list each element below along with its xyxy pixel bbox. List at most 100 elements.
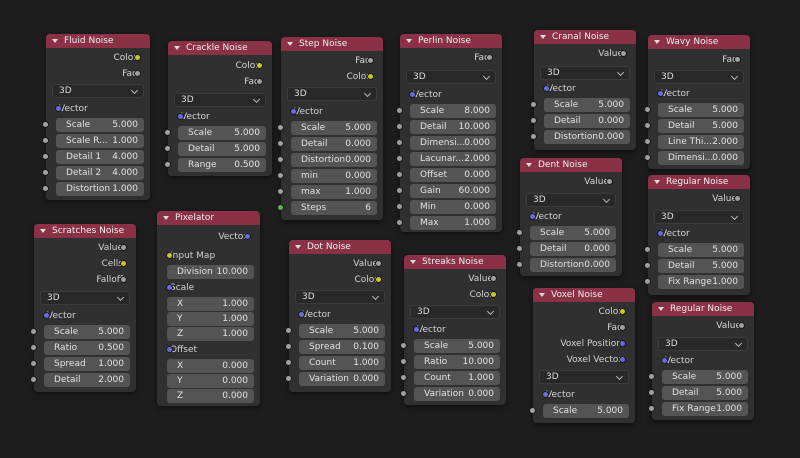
input-socket-icon[interactable] [413, 326, 420, 333]
dimension-dropdown[interactable]: 3D [52, 84, 144, 98]
input-socket-icon[interactable] [644, 106, 651, 113]
node-header[interactable]: Wavy Noise [648, 35, 750, 49]
input-socket-icon[interactable] [177, 113, 184, 120]
node-scratches-noise[interactable]: Scratches Noise Value Cells Falloff 3D V… [30, 224, 136, 392]
node-crackle-noise[interactable]: Crackle Noise Color Fac 3D Vector Scale 5… [164, 41, 272, 176]
field-detail[interactable]: Detail 5.000 [648, 386, 748, 400]
output-socket-icon[interactable] [375, 260, 382, 267]
output-socket-icon[interactable] [619, 356, 626, 363]
node-header[interactable]: Regular Noise [648, 175, 750, 189]
node-header[interactable]: Streaks Noise [404, 255, 506, 269]
field-scale[interactable]: Scale 5.000 [285, 324, 385, 338]
collapse-chevron-icon[interactable] [163, 216, 169, 220]
dimension-dropdown[interactable]: 3D [295, 290, 385, 304]
collapse-chevron-icon[interactable] [287, 42, 293, 46]
node-pixelator[interactable]: Pixelator Vector Input Map Division 10.00… [157, 211, 260, 406]
input-socket-icon[interactable] [166, 252, 173, 259]
input-socket-icon[interactable] [661, 357, 668, 364]
input-socket-icon[interactable] [30, 360, 37, 367]
collapse-chevron-icon[interactable] [539, 293, 545, 297]
input-socket-icon[interactable] [516, 229, 523, 236]
field-scale[interactable]: Scale 5.000 [648, 370, 748, 384]
output-socket-icon[interactable] [256, 78, 263, 85]
input-socket-icon[interactable] [644, 154, 651, 161]
input-socket-icon[interactable] [529, 407, 536, 414]
field-dimension[interactable]: Dimensi... 0.000 [396, 136, 496, 150]
node-fluid-noise[interactable]: Fluid Noise Color Fac 3D Vector Scale 5.0… [42, 34, 150, 200]
input-socket-icon[interactable] [396, 155, 403, 162]
collapse-chevron-icon[interactable] [40, 229, 46, 233]
field-scale-r[interactable]: Scale R... 1.000 [42, 134, 144, 148]
input-socket-icon[interactable] [530, 117, 537, 124]
node-dot-noise[interactable]: Dot Noise Value Color 3D Vector Scale 5.0… [285, 240, 391, 392]
output-socket-icon[interactable] [606, 178, 613, 185]
field-detail-1[interactable]: Detail 1 4.000 [42, 150, 144, 164]
node-header[interactable]: Voxel Noise [533, 288, 635, 302]
input-socket-icon[interactable] [657, 90, 664, 97]
output-socket-icon[interactable] [120, 260, 127, 267]
dimension-dropdown[interactable]: 3D [658, 337, 748, 351]
input-socket-icon[interactable] [648, 373, 655, 380]
dimension-dropdown[interactable]: 3D [40, 291, 130, 305]
field-distortion[interactable]: Distortion 0.000 [530, 130, 630, 144]
collapse-chevron-icon[interactable] [174, 46, 180, 50]
field-scale[interactable]: Scale 5.000 [30, 325, 130, 339]
field-ratio[interactable]: Ratio 10.000 [400, 355, 500, 369]
input-socket-icon[interactable] [543, 85, 550, 92]
input-socket-icon[interactable] [516, 261, 523, 268]
collapse-chevron-icon[interactable] [410, 260, 416, 264]
dimension-dropdown[interactable]: 3D [410, 305, 500, 319]
node-header[interactable]: Regular Noise [652, 302, 754, 316]
input-socket-icon[interactable] [30, 344, 37, 351]
node-header[interactable]: Dent Noise [520, 158, 622, 172]
input-socket-icon[interactable] [42, 185, 49, 192]
node-regular-noise-1[interactable]: Regular Noise Value 3D Vector Scale 5.000… [644, 175, 750, 295]
field-scale-x[interactable]: X 1.000 [167, 297, 254, 311]
input-socket-icon[interactable] [400, 374, 407, 381]
field-line-thickness[interactable]: Line Thi... 2.000 [644, 135, 744, 149]
output-socket-icon[interactable] [120, 276, 127, 283]
field-scale[interactable]: Scale 5.000 [42, 118, 144, 132]
output-socket-icon[interactable] [734, 56, 741, 63]
output-socket-icon[interactable] [244, 233, 251, 240]
collapse-chevron-icon[interactable] [540, 35, 546, 39]
input-socket-icon[interactable] [42, 153, 49, 160]
node-header[interactable]: Step Noise [281, 37, 383, 51]
field-division[interactable]: Division 10.000 [167, 265, 254, 279]
field-distortion[interactable]: Distortion 1.000 [42, 182, 144, 196]
input-socket-icon[interactable] [396, 187, 403, 194]
node-voxel-noise[interactable]: Voxel Noise Color Fac Voxel Position Vox… [529, 288, 635, 423]
output-socket-icon[interactable] [120, 244, 127, 251]
field-steps[interactable]: Steps 6 [277, 201, 377, 215]
collapse-chevron-icon[interactable] [295, 245, 301, 249]
input-socket-icon[interactable] [285, 375, 292, 382]
field-detail-2[interactable]: Detail 2 4.000 [42, 166, 144, 180]
field-scale[interactable]: Scale 8.000 [396, 104, 496, 118]
input-socket-icon[interactable] [30, 328, 37, 335]
input-socket-icon[interactable] [396, 219, 403, 226]
field-range[interactable]: Range 0.500 [164, 158, 266, 172]
input-socket-icon[interactable] [529, 213, 536, 220]
field-offset-z[interactable]: Z 0.000 [167, 389, 254, 403]
input-socket-icon[interactable] [290, 108, 297, 115]
field-scale[interactable]: Scale 5.000 [400, 339, 500, 353]
output-socket-icon[interactable] [367, 73, 374, 80]
node-header[interactable]: Crackle Noise [168, 41, 272, 55]
field-spread[interactable]: Spread 0.100 [285, 340, 385, 354]
node-wavy-noise[interactable]: Wavy Noise Fac 3D Vector Scale 5.000 Deta… [644, 35, 750, 169]
input-socket-icon[interactable] [277, 172, 284, 179]
input-socket-icon[interactable] [396, 123, 403, 130]
field-min[interactable]: Min 0.000 [396, 200, 496, 214]
output-socket-icon[interactable] [490, 291, 497, 298]
output-socket-icon[interactable] [738, 322, 745, 329]
output-socket-icon[interactable] [256, 62, 263, 69]
field-lacunarity[interactable]: Lacunar... 2.000 [396, 152, 496, 166]
input-socket-icon[interactable] [542, 391, 549, 398]
field-detail[interactable]: Detail 5.000 [644, 119, 744, 133]
output-socket-icon[interactable] [490, 275, 497, 282]
node-header[interactable]: Pixelator [157, 211, 260, 225]
field-scale-z[interactable]: Z 1.000 [167, 327, 254, 341]
input-socket-icon[interactable] [409, 91, 416, 98]
input-socket-icon[interactable] [396, 171, 403, 178]
field-min[interactable]: min 0.000 [277, 169, 377, 183]
